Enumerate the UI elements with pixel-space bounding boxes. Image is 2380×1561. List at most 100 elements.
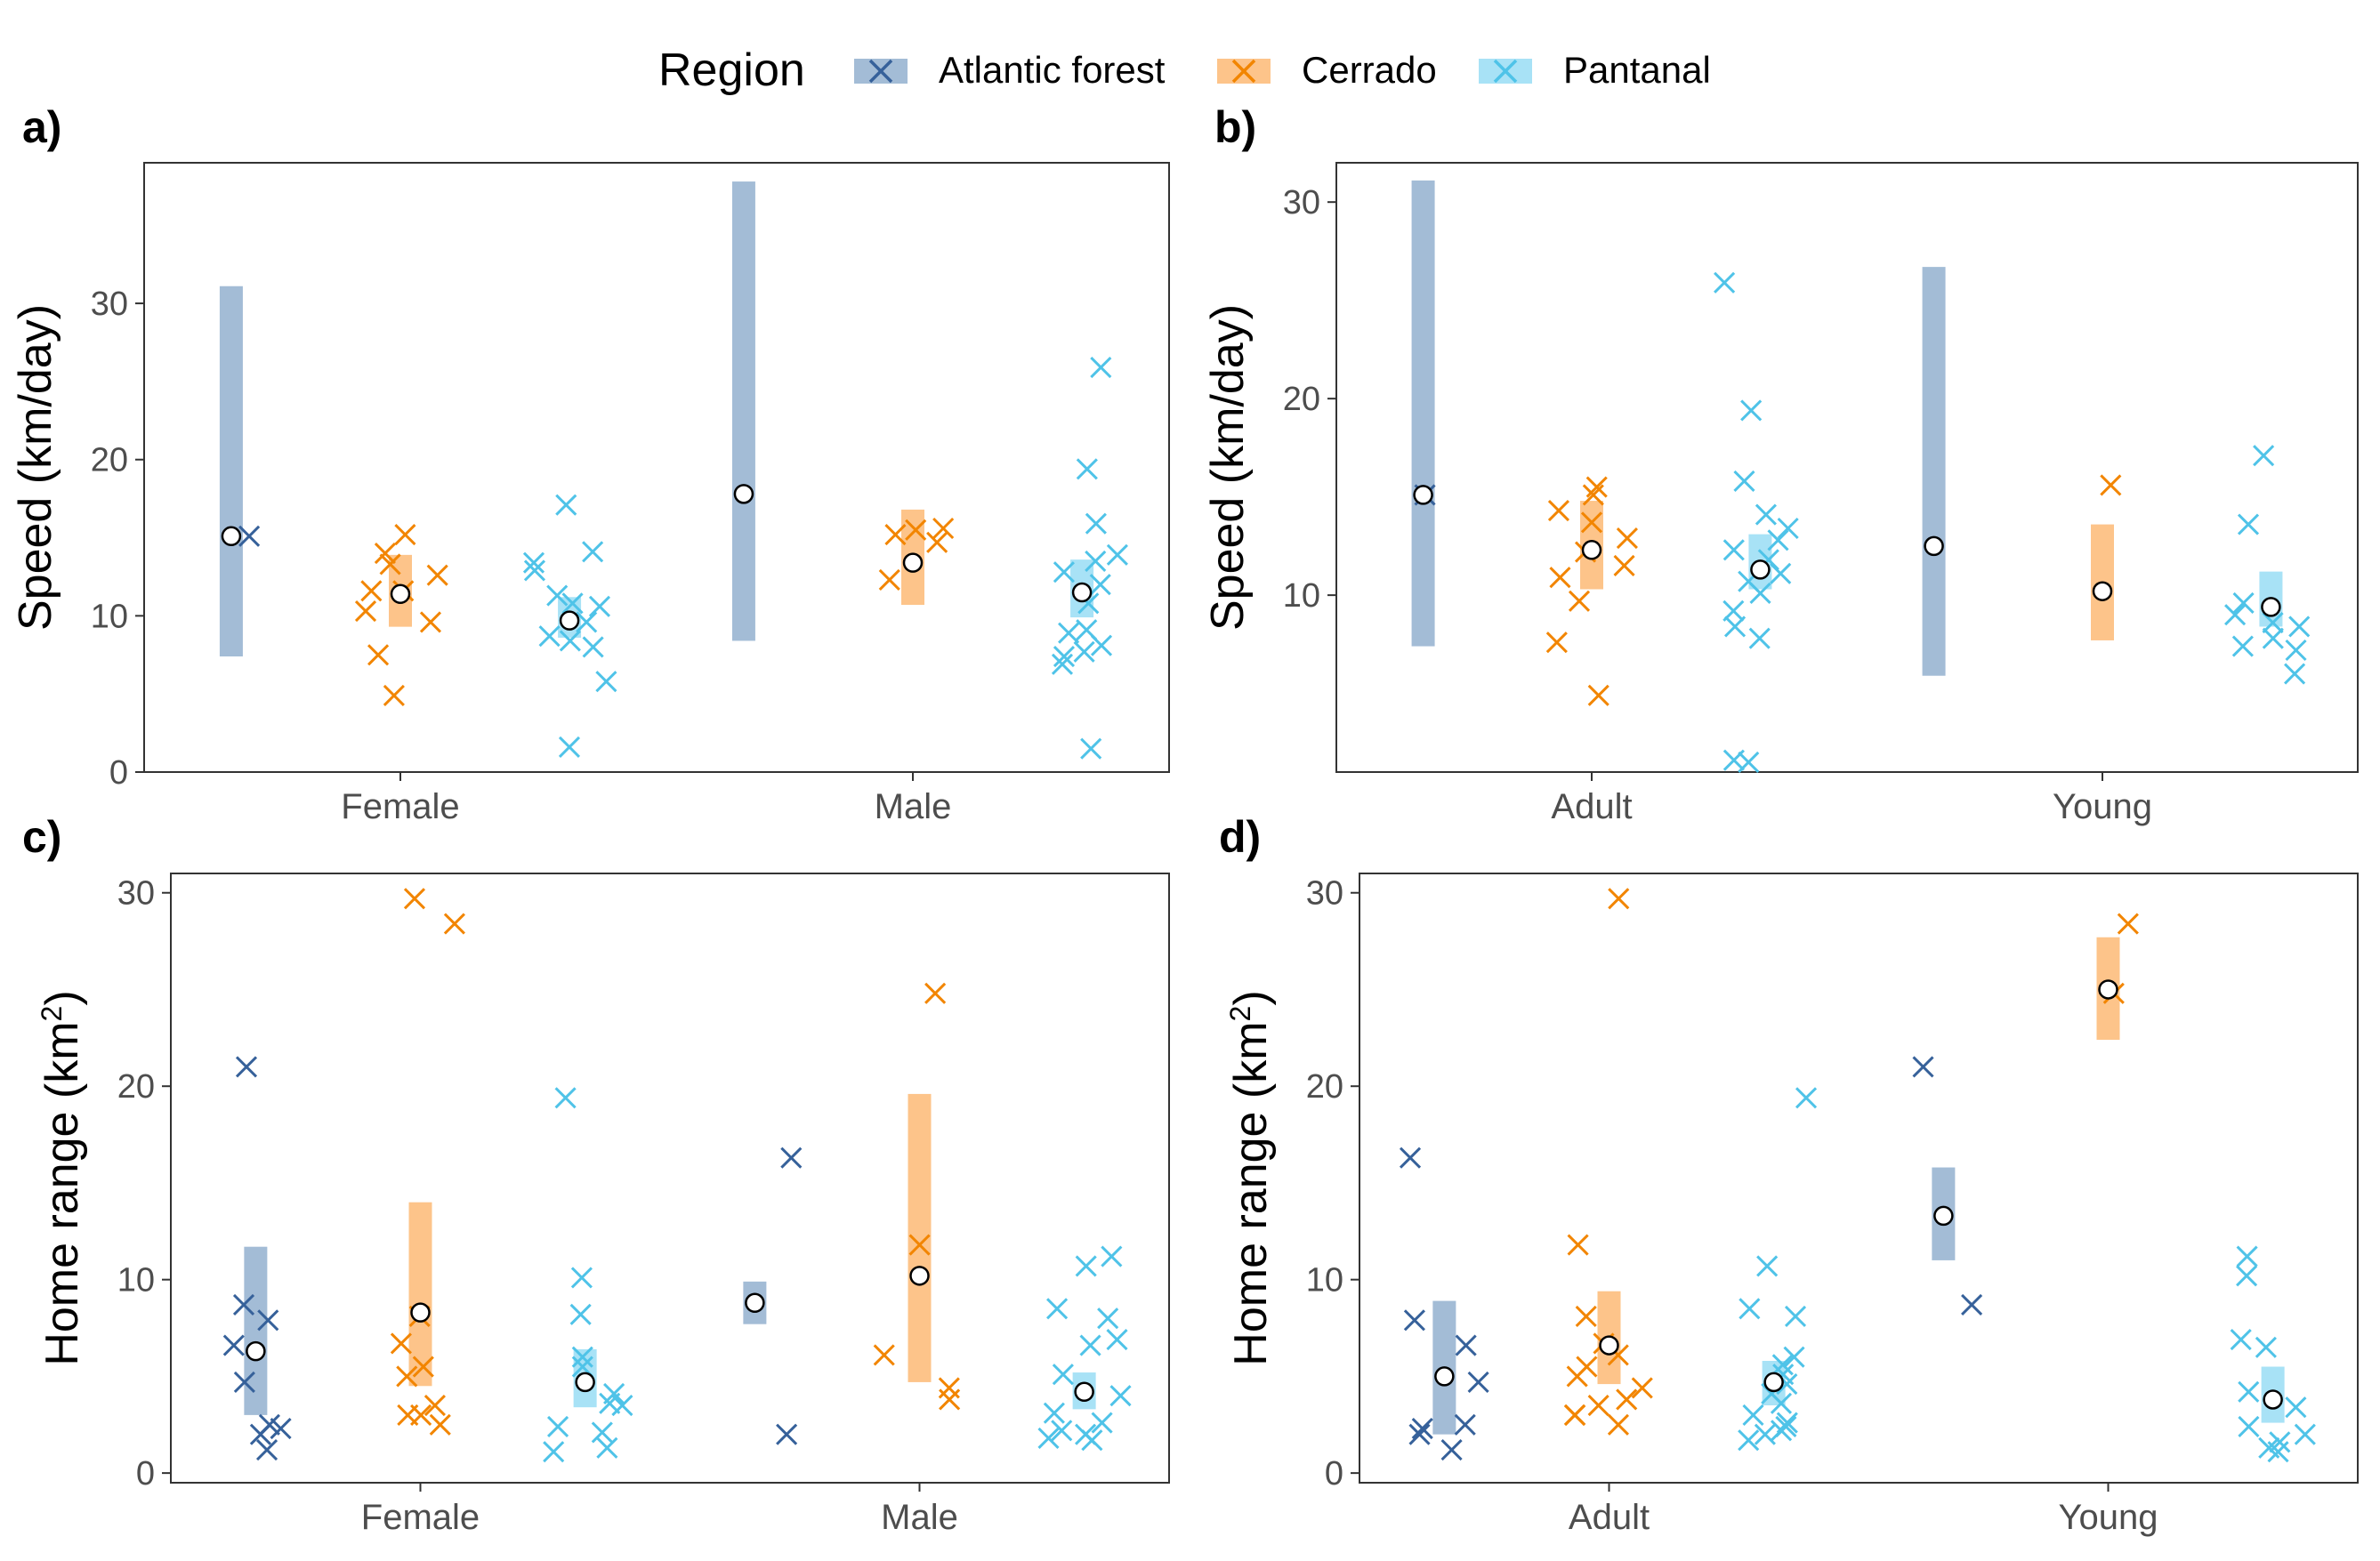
- mean-marker: [902, 552, 924, 573]
- data-point: [270, 1418, 292, 1440]
- data-point-stroke: [1738, 751, 1760, 774]
- data-point: [939, 1388, 961, 1411]
- data-point-stroke: [1075, 1255, 1097, 1277]
- data-point-stroke: [571, 1356, 593, 1378]
- data-point: [1733, 470, 1755, 493]
- data-point: [1770, 1392, 1793, 1414]
- data-point: [1408, 1423, 1431, 1445]
- data-point: [523, 559, 546, 582]
- legend-label: Cerrado: [1302, 49, 1437, 91]
- data-point: [397, 1404, 419, 1426]
- data-point: [558, 736, 581, 758]
- data-point-stroke: [2236, 1245, 2258, 1267]
- mean-marker: [575, 1372, 595, 1393]
- data-point-stroke: [1455, 1334, 1477, 1356]
- data-point: [1587, 684, 1610, 706]
- data-point-stroke: [233, 1371, 255, 1393]
- legend-label: Atlantic forest: [939, 49, 1166, 91]
- data-point-stroke: [2238, 1415, 2260, 1437]
- data-point: [1081, 1429, 1103, 1452]
- data-point-stroke: [1085, 512, 1107, 535]
- group-young-cerrado: [2091, 474, 2122, 640]
- data-point-stroke: [1585, 476, 1608, 498]
- data-point-stroke: [543, 1441, 565, 1463]
- data-point: [1109, 1385, 1132, 1407]
- data-point: [1043, 1402, 1065, 1424]
- data-point-stroke: [2100, 474, 2122, 496]
- data-point: [1770, 562, 1792, 584]
- data-point-stroke: [926, 531, 948, 553]
- data-point: [1106, 1329, 1128, 1351]
- data-point: [1749, 582, 1771, 604]
- group-female-pantanal: [543, 1087, 633, 1463]
- data-point-stroke: [1106, 543, 1128, 566]
- data-point: [1058, 622, 1080, 644]
- data-point: [2284, 663, 2306, 685]
- data-point-stroke: [588, 595, 611, 617]
- data-point: [1748, 627, 1771, 649]
- data-point-stroke: [249, 1423, 271, 1445]
- data-point: [1046, 1298, 1069, 1320]
- data-point: [238, 525, 261, 547]
- data-point: [1567, 1234, 1589, 1256]
- interval-band: [1922, 267, 1946, 676]
- panel-tag: a): [22, 102, 61, 152]
- legend: Region Atlantic forest Cerrado Pantanal: [658, 44, 1711, 96]
- data-point-stroke: [1776, 1373, 1798, 1396]
- data-point: [1767, 529, 1789, 551]
- data-point: [222, 1334, 245, 1356]
- data-point: [611, 1394, 633, 1417]
- data-point-stroke: [522, 551, 545, 574]
- data-point: [776, 1423, 798, 1445]
- mean-marker: [733, 484, 754, 504]
- mean-marker: [1763, 1372, 1784, 1393]
- data-point: [1568, 590, 1591, 612]
- data-point-stroke: [611, 1394, 633, 1417]
- data-point-stroke: [558, 736, 581, 758]
- data-point-stroke: [374, 543, 396, 565]
- data-point-stroke: [396, 1365, 418, 1388]
- data-point-stroke: [1545, 632, 1568, 654]
- y-tick-label: 30: [1306, 875, 1343, 913]
- data-point: [2236, 1245, 2258, 1267]
- data-point-stroke: [1770, 1392, 1793, 1414]
- data-point: [1587, 1394, 1610, 1417]
- data-point-stroke: [884, 523, 907, 546]
- data-point-stroke: [1567, 1234, 1589, 1256]
- mean-marker: [246, 1340, 266, 1362]
- data-point: [1076, 458, 1098, 480]
- group-female-atlantic-forest: [219, 286, 261, 657]
- mean-marker: [909, 1266, 930, 1286]
- data-point: [2255, 1336, 2277, 1358]
- data-point-stroke: [1770, 562, 1792, 584]
- data-point: [2237, 513, 2260, 535]
- y-tick-label: 10: [91, 598, 128, 635]
- data-point-stroke: [1051, 653, 1074, 675]
- data-point-stroke: [547, 1415, 569, 1437]
- data-point: [235, 1056, 258, 1078]
- data-point-stroke: [1090, 634, 1113, 656]
- data-point: [1961, 1293, 1983, 1316]
- data-point-stroke: [1091, 1412, 1113, 1434]
- panel-tag: c): [22, 812, 61, 862]
- data-point: [1755, 503, 1777, 526]
- panel-tag: d): [1219, 812, 1261, 862]
- data-point-stroke: [1739, 1298, 1761, 1320]
- data-point: [390, 1332, 412, 1355]
- data-point-stroke: [1749, 582, 1771, 604]
- data-point: [1770, 1420, 1793, 1442]
- data-point: [443, 913, 465, 935]
- data-point: [555, 494, 577, 516]
- data-point-stroke: [2237, 513, 2260, 535]
- data-point: [2267, 1441, 2289, 1463]
- group-young-atlantic-forest: [1912, 1056, 1983, 1316]
- data-point: [1051, 653, 1074, 675]
- data-point: [873, 1344, 895, 1366]
- data-point: [1051, 1420, 1073, 1442]
- data-point-stroke: [1961, 1293, 1983, 1316]
- mean-marker: [2261, 597, 2281, 617]
- data-point-stroke: [1043, 1402, 1065, 1424]
- data-point: [2232, 591, 2255, 615]
- data-point-stroke: [1089, 574, 1111, 596]
